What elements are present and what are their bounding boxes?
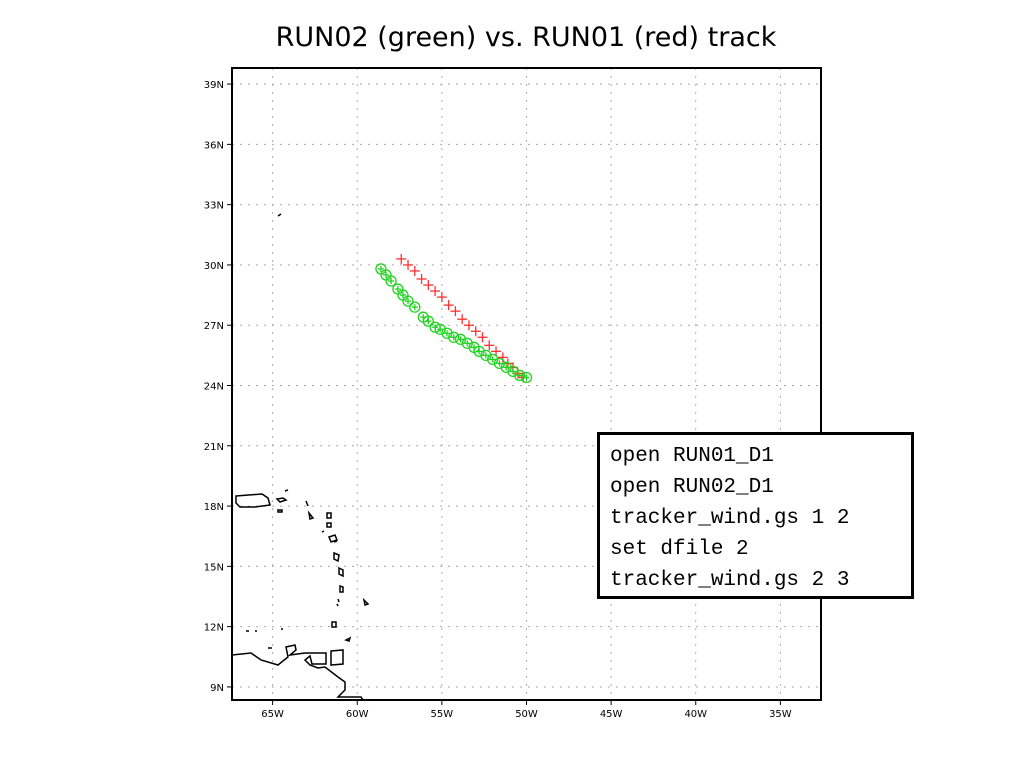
y-tick-label: 27N — [204, 321, 224, 332]
command-line: tracker_wind.gs 2 3 — [610, 569, 850, 592]
coastline-south-america — [231, 644, 364, 701]
x-tick-label: 55W — [431, 709, 454, 720]
track-point-run01 — [443, 300, 454, 311]
circle-marker — [385, 275, 397, 287]
y-tick-label: 24N — [204, 382, 224, 393]
command-line: tracker_wind.gs 1 2 — [610, 507, 850, 530]
track-point-run01 — [430, 286, 441, 297]
track-point-run02 — [409, 301, 421, 313]
circle-marker — [514, 369, 526, 382]
track-point-run01 — [416, 274, 427, 285]
track-point-run02 — [375, 263, 387, 275]
track-point-run01 — [423, 280, 434, 291]
y-tick-label: 15N — [204, 562, 224, 573]
circle-marker — [448, 331, 460, 343]
command-line: open RUN01_D1 — [610, 445, 774, 468]
command-line: open RUN02_D1 — [610, 476, 774, 499]
y-tick-label: 18N — [204, 502, 224, 513]
command-line: set dfile 2 — [610, 538, 749, 561]
y-tick-label: 9N — [210, 683, 224, 694]
y-tick-label: 33N — [204, 201, 224, 212]
track-point-run01 — [436, 292, 447, 303]
track-point-run02 — [422, 315, 434, 327]
track-point-run02 — [402, 295, 414, 307]
track-point-run02 — [448, 331, 460, 343]
track-point-run01 — [491, 346, 502, 357]
track-point-run01 — [403, 259, 414, 270]
circle-marker — [422, 315, 434, 327]
track-point-run01 — [497, 352, 508, 363]
coastline-trinidad — [330, 649, 344, 666]
track-point-run01 — [463, 320, 474, 331]
x-tick-label: 40W — [684, 709, 707, 720]
y-tick-label: 30N — [204, 261, 224, 272]
coastline-islands — [246, 213, 370, 649]
chart-title: RUN02 (green) vs. RUN01 (red) track — [275, 22, 777, 53]
track-point-run01 — [396, 253, 407, 264]
y-tick-label: 21N — [204, 442, 224, 453]
x-tick-label: 50W — [515, 709, 538, 720]
coastline-puerto-rico — [235, 493, 271, 508]
track-point-run01 — [477, 332, 488, 343]
y-tick-label: 12N — [204, 623, 224, 634]
track-point-run01 — [450, 306, 461, 317]
circle-marker — [402, 295, 414, 307]
circle-marker — [409, 301, 421, 313]
track-point-run02 — [520, 371, 533, 384]
x-tick-label: 45W — [600, 709, 623, 720]
track-point-run02 — [397, 289, 409, 301]
circle-marker — [520, 371, 533, 384]
track-point-run02 — [380, 269, 392, 281]
track-point-run02 — [385, 275, 397, 287]
x-tick-label: 65W — [261, 709, 284, 720]
track-point-run01 — [409, 265, 420, 276]
command-annotation-box: open RUN01_D1 open RUN02_D1 tracker_wind… — [597, 432, 914, 599]
x-tick-label: 35W — [769, 709, 792, 720]
y-tick-label: 39N — [204, 80, 224, 91]
coastlines — [231, 213, 370, 701]
track-point-run01 — [470, 326, 481, 337]
track-point-run01 — [484, 340, 495, 351]
track-point-run01 — [457, 314, 468, 325]
track-point-run02 — [392, 283, 404, 295]
y-tick-label: 36N — [204, 140, 224, 151]
x-tick-label: 60W — [346, 709, 369, 720]
grid-lines — [232, 68, 821, 700]
